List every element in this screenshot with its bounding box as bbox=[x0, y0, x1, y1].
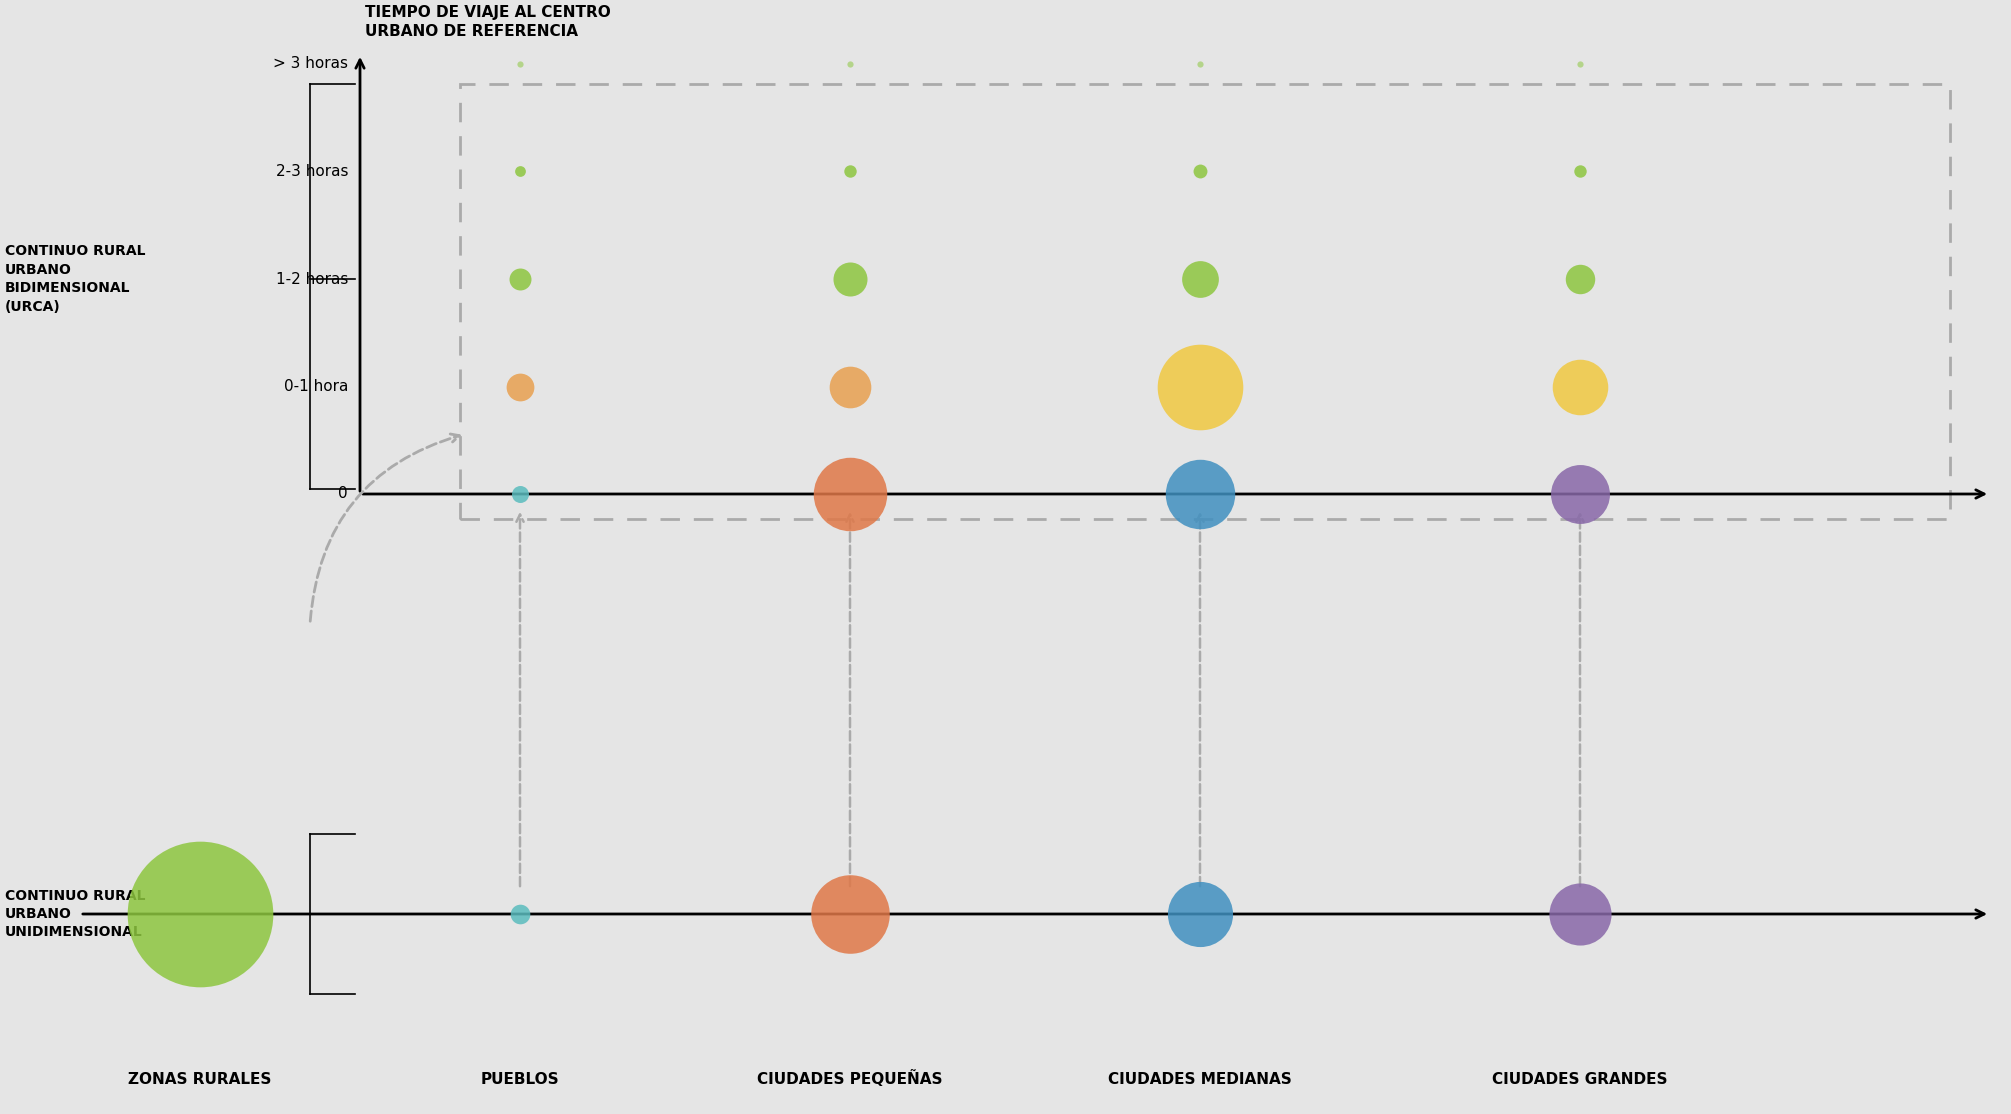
Text: CIUDADES GRANDES: CIUDADES GRANDES bbox=[1492, 1072, 1667, 1086]
Point bbox=[183, 905, 215, 922]
Point bbox=[1565, 55, 1597, 72]
Point bbox=[835, 163, 867, 180]
Point bbox=[1565, 163, 1597, 180]
Point bbox=[505, 485, 537, 502]
Text: 0-1 hora: 0-1 hora bbox=[284, 379, 348, 394]
Text: CONTINUO RURAL
URBANO
BIDIMENSIONAL
(URCA): CONTINUO RURAL URBANO BIDIMENSIONAL (URC… bbox=[4, 244, 145, 314]
Point bbox=[1184, 55, 1217, 72]
Point bbox=[1184, 378, 1217, 395]
Text: TIEMPO DE VIAJE AL CENTRO
URBANO DE REFERENCIA: TIEMPO DE VIAJE AL CENTRO URBANO DE REFE… bbox=[366, 6, 611, 39]
Point bbox=[1565, 905, 1597, 922]
Text: > 3 horas: > 3 horas bbox=[273, 57, 348, 71]
Point bbox=[1184, 270, 1217, 287]
Point bbox=[505, 55, 537, 72]
Text: ZONAS RURALES: ZONAS RURALES bbox=[129, 1072, 271, 1086]
Point bbox=[835, 270, 867, 287]
Point bbox=[835, 378, 867, 395]
Point bbox=[505, 905, 537, 922]
Bar bbox=[461, 84, 1951, 519]
Point bbox=[1184, 163, 1217, 180]
Point bbox=[1565, 485, 1597, 502]
Text: PUEBLOS: PUEBLOS bbox=[481, 1072, 559, 1086]
Point bbox=[1184, 485, 1217, 502]
Text: 1-2 horas: 1-2 horas bbox=[276, 272, 348, 286]
Point bbox=[505, 270, 537, 287]
Point bbox=[1565, 378, 1597, 395]
Text: 0: 0 bbox=[338, 487, 348, 501]
Text: 2-3 horas: 2-3 horas bbox=[276, 164, 348, 179]
Point bbox=[505, 163, 537, 180]
Text: CONTINUO RURAL
URBANO
UNIDIMENSIONAL: CONTINUO RURAL URBANO UNIDIMENSIONAL bbox=[4, 889, 145, 939]
Text: CIUDADES MEDIANAS: CIUDADES MEDIANAS bbox=[1108, 1072, 1291, 1086]
Point bbox=[1184, 905, 1217, 922]
Point bbox=[835, 905, 867, 922]
Point bbox=[835, 485, 867, 502]
Point bbox=[505, 378, 537, 395]
Point bbox=[1565, 270, 1597, 287]
Point bbox=[835, 55, 867, 72]
Text: CIUDADES PEQUEÑAS: CIUDADES PEQUEÑAS bbox=[758, 1071, 943, 1087]
